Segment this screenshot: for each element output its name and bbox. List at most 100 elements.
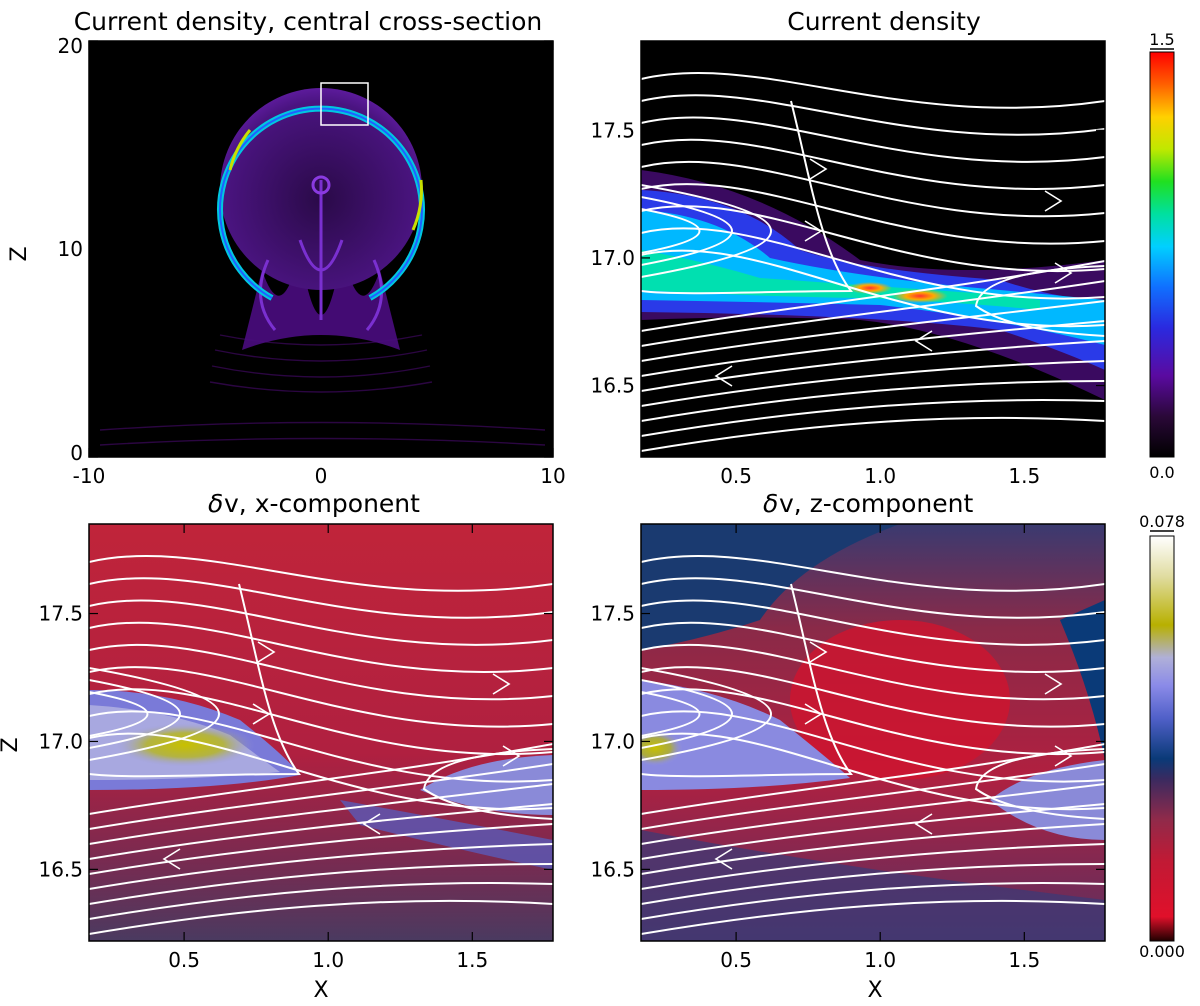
field-line (641, 72, 1105, 109)
y-tick-label: 16.5 (590, 374, 635, 398)
field-line (641, 783, 1105, 845)
panel-4: 0.5 1.0 1.5 16.5 17.0 17.5 δ v, z-component X (590, 489, 1106, 1003)
field-arrow (502, 745, 521, 767)
field-line (641, 555, 1105, 592)
panel-4-title-symbol: δ (763, 489, 778, 518)
field-line (641, 643, 1105, 701)
x-tick-label: 1.0 (312, 948, 344, 972)
field-arrow (1044, 673, 1063, 695)
field-line (89, 863, 553, 905)
y-tick-label: 17.5 (590, 118, 635, 142)
colorbar-velocity-max-label: 0.078 (1139, 512, 1185, 531)
field-line (641, 899, 1105, 935)
field-loop-right (974, 265, 1105, 337)
x-tick-label: 1.5 (1008, 948, 1040, 972)
field-line (641, 688, 1105, 756)
field-arrow (714, 365, 733, 387)
field-arrow (914, 330, 933, 352)
field-line (641, 710, 1105, 783)
field-line (641, 280, 1105, 347)
field-line (89, 732, 553, 811)
field-line (641, 380, 1105, 422)
field-loop-right (974, 748, 1105, 820)
panel-1-stem (242, 250, 400, 350)
field-arrow (809, 641, 828, 663)
field-arrow (714, 848, 733, 870)
field-line (641, 138, 1105, 190)
panel-2-frame (640, 40, 1106, 458)
panel-1-inner-structure (258, 180, 384, 331)
field-line (641, 599, 1105, 646)
panel-1-core (311, 175, 331, 195)
x-tick-label: 1.0 (864, 948, 896, 972)
field-line (641, 732, 1105, 811)
panel-1-title: Current density, central cross-section (74, 7, 543, 36)
panel-3-field-lines (89, 555, 553, 935)
separatrix (641, 100, 853, 295)
field-line (641, 116, 1105, 163)
panel-4-right-dark (1060, 600, 1105, 760)
field-line (641, 360, 1105, 407)
field-line (89, 899, 553, 935)
panel-3-title: v, x-component (224, 489, 420, 518)
y-tick-label: 20 (58, 34, 83, 58)
field-line (641, 666, 1105, 728)
panel-4-frame (640, 523, 1106, 942)
field-loop (641, 691, 701, 737)
field-line (641, 577, 1105, 619)
panel-2-field-lines (641, 72, 1105, 452)
panel-2-hotspot-1 (848, 282, 892, 294)
field-line (641, 823, 1105, 875)
panel-4-right-lobe (990, 760, 1105, 840)
field-line (89, 666, 553, 728)
colorbar-current-density-min-label: 0.0 (1149, 463, 1174, 482)
field-line (641, 300, 1105, 362)
field-line (89, 599, 553, 646)
colorbar-current-density: 1.5 0.0 (1149, 30, 1174, 482)
panel-3-x-axis-label: X (313, 978, 328, 1003)
field-line (89, 688, 553, 756)
colorbar-current-density-gradient (1149, 51, 1175, 458)
panel-3-title-symbol: δ (208, 489, 223, 518)
field-line (641, 763, 1105, 830)
colorbar-velocity-min-label: 0.000 (1139, 942, 1185, 961)
x-tick-label: 0.5 (720, 948, 752, 972)
field-loop (641, 184, 772, 278)
field-loop (89, 679, 181, 749)
field-line (641, 320, 1105, 377)
y-tick-label: 16.5 (38, 857, 83, 881)
field-line (641, 843, 1105, 890)
field-loop (641, 208, 701, 254)
field-line (641, 249, 1105, 328)
y-tick-label: 17.0 (38, 729, 83, 753)
field-arrow (162, 848, 181, 870)
panel-4-red-core (790, 620, 1010, 780)
field-line (89, 763, 553, 830)
field-line (641, 94, 1105, 136)
panel-1-current-sheet-hot (228, 129, 252, 171)
panel-4-x-axis-label: X (867, 978, 882, 1003)
panel-2-current-band-mid (641, 210, 1105, 345)
panel-2-title: Current density (787, 7, 981, 36)
field-line (641, 160, 1105, 218)
panel-1-zoom-box (320, 82, 369, 126)
field-arrow (362, 813, 381, 835)
panel-4-title: v, z-component (779, 489, 973, 518)
panel-4-yellow-spot (641, 730, 683, 766)
field-arrow (252, 703, 271, 725)
field-loop (89, 667, 220, 761)
x-tick-label: 0 (315, 464, 328, 488)
field-line (89, 710, 553, 783)
field-loop (641, 667, 772, 761)
field-line (89, 783, 553, 845)
field-arrow (1054, 745, 1073, 767)
x-tick-label: 10 (540, 464, 565, 488)
panel-4-lower-band (641, 830, 1105, 941)
x-tick-label: 1.5 (456, 948, 488, 972)
y-tick-label: 10 (58, 237, 83, 261)
x-tick-label: 1.0 (864, 464, 896, 488)
y-tick-label: 17.0 (590, 729, 635, 753)
field-line (641, 183, 1105, 245)
x-tick-label: 1.5 (1008, 464, 1040, 488)
